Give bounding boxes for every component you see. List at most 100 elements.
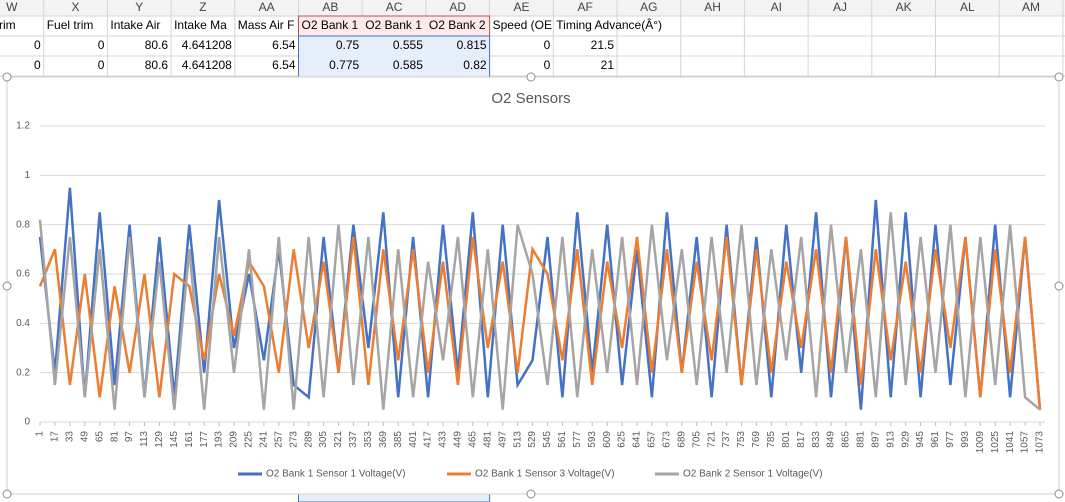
y-tick-label: 1.2 xyxy=(16,121,30,132)
cell: O2 Bank 2 xyxy=(429,18,486,32)
column-header-bar xyxy=(0,0,1065,16)
x-tick-label: 1073 xyxy=(1035,431,1046,454)
x-tick-label: 577 xyxy=(572,431,583,448)
cell: 21 xyxy=(601,58,615,72)
column-header: AF xyxy=(577,0,592,14)
resize-handle xyxy=(526,72,536,82)
cell: 80.6 xyxy=(145,38,169,52)
y-tick-label: 0 xyxy=(24,417,30,428)
cell: 80.6 xyxy=(145,58,169,72)
x-tick-label: 657 xyxy=(647,431,658,448)
cell: 0 xyxy=(544,38,551,52)
resize-handle xyxy=(2,281,12,291)
cell: Mass Air F xyxy=(238,18,295,32)
cell: 6.54 xyxy=(272,38,296,52)
x-tick-label: 177 xyxy=(199,431,210,448)
x-tick-label: 353 xyxy=(363,431,374,448)
cell: 0 xyxy=(34,58,41,72)
cell: 21.5 xyxy=(591,38,615,52)
x-tick-label: 1057 xyxy=(1020,431,1031,454)
x-tick-label: 161 xyxy=(184,431,195,448)
column-header: AM xyxy=(1022,0,1040,14)
cell: 0 xyxy=(98,38,105,52)
cell: 0.75 xyxy=(336,38,360,52)
x-tick-label: 321 xyxy=(333,431,344,448)
y-tick-label: 0.6 xyxy=(16,269,30,280)
cell: el trim xyxy=(0,18,16,32)
x-tick-label: 961 xyxy=(930,431,941,448)
x-tick-label: 449 xyxy=(453,431,464,448)
resize-handle xyxy=(1054,281,1064,291)
x-tick-label: 705 xyxy=(691,431,702,448)
column-header: AB xyxy=(322,0,338,14)
x-tick-label: 785 xyxy=(766,431,777,448)
x-tick-label: 193 xyxy=(214,431,225,448)
cell: 4.641208 xyxy=(182,38,232,52)
x-tick-label: 49 xyxy=(79,431,90,443)
resize-handle xyxy=(2,489,12,499)
x-tick-label: 257 xyxy=(273,431,284,448)
x-tick-label: 625 xyxy=(617,431,628,448)
x-tick-label: 881 xyxy=(856,431,867,448)
x-tick-label: 545 xyxy=(542,431,553,448)
x-tick-label: 801 xyxy=(781,431,792,448)
cell: 0 xyxy=(98,58,105,72)
x-tick-label: 81 xyxy=(109,431,120,443)
x-tick-label: 225 xyxy=(244,431,255,448)
resize-handle xyxy=(2,72,12,82)
x-tick-label: 113 xyxy=(139,431,150,447)
x-tick-label: 529 xyxy=(527,431,538,448)
x-tick-label: 369 xyxy=(378,431,389,448)
x-tick-label: 129 xyxy=(154,431,165,448)
cell: O2 Bank 1 xyxy=(365,18,422,32)
cell: Timing Advance(Â°) xyxy=(556,17,662,32)
x-tick-label: 913 xyxy=(885,431,896,448)
x-tick-label: 1 xyxy=(35,431,46,437)
x-tick-label: 817 xyxy=(796,431,807,448)
x-tick-label: 401 xyxy=(408,431,419,448)
resize-handle xyxy=(1054,72,1064,82)
resize-handle xyxy=(526,489,536,499)
x-tick-label: 273 xyxy=(288,431,299,448)
y-tick-label: 1 xyxy=(24,170,30,181)
cell: Fuel trim xyxy=(47,18,94,32)
x-tick-label: 833 xyxy=(811,431,822,448)
column-header: Y xyxy=(135,0,143,14)
x-tick-label: 609 xyxy=(602,431,613,448)
column-header: AK xyxy=(896,0,912,14)
x-tick-label: 689 xyxy=(676,431,687,448)
y-tick-label: 0.2 xyxy=(16,367,30,378)
x-tick-label: 465 xyxy=(467,431,478,448)
x-tick-label: 865 xyxy=(841,431,852,448)
column-header: AL xyxy=(960,0,975,14)
x-tick-label: 849 xyxy=(826,431,837,448)
column-header: AE xyxy=(513,0,529,14)
x-tick-label: 641 xyxy=(632,431,643,448)
column-header: AG xyxy=(640,0,657,14)
x-tick-label: 289 xyxy=(303,431,314,448)
legend-label: O2 Bank 1 Sensor 1 Voltage(V) xyxy=(266,469,406,480)
cell: 0.82 xyxy=(463,58,487,72)
x-tick-label: 209 xyxy=(229,431,240,448)
column-header: AA xyxy=(259,0,275,14)
x-tick-label: 241 xyxy=(259,431,270,448)
x-tick-label: 1009 xyxy=(975,431,986,454)
column-header: Z xyxy=(199,0,206,14)
x-tick-label: 145 xyxy=(169,431,180,448)
cell: 0.815 xyxy=(457,38,487,52)
cell: 0.585 xyxy=(393,58,423,72)
y-tick-label: 0.8 xyxy=(16,219,30,230)
cell: 0.775 xyxy=(329,58,359,72)
x-tick-label: 593 xyxy=(587,431,598,448)
cell: Speed (OE xyxy=(493,18,552,32)
x-tick-label: 513 xyxy=(512,431,523,448)
legend-label: O2 Bank 1 Sensor 3 Voltage(V) xyxy=(475,469,615,480)
column-header: AI xyxy=(771,0,782,14)
x-tick-label: 737 xyxy=(721,431,732,448)
x-tick-label: 753 xyxy=(736,431,747,448)
cell: Intake Ma xyxy=(174,18,227,32)
column-header: AD xyxy=(449,0,466,14)
x-tick-label: 17 xyxy=(50,431,61,443)
x-tick-label: 993 xyxy=(960,431,971,448)
